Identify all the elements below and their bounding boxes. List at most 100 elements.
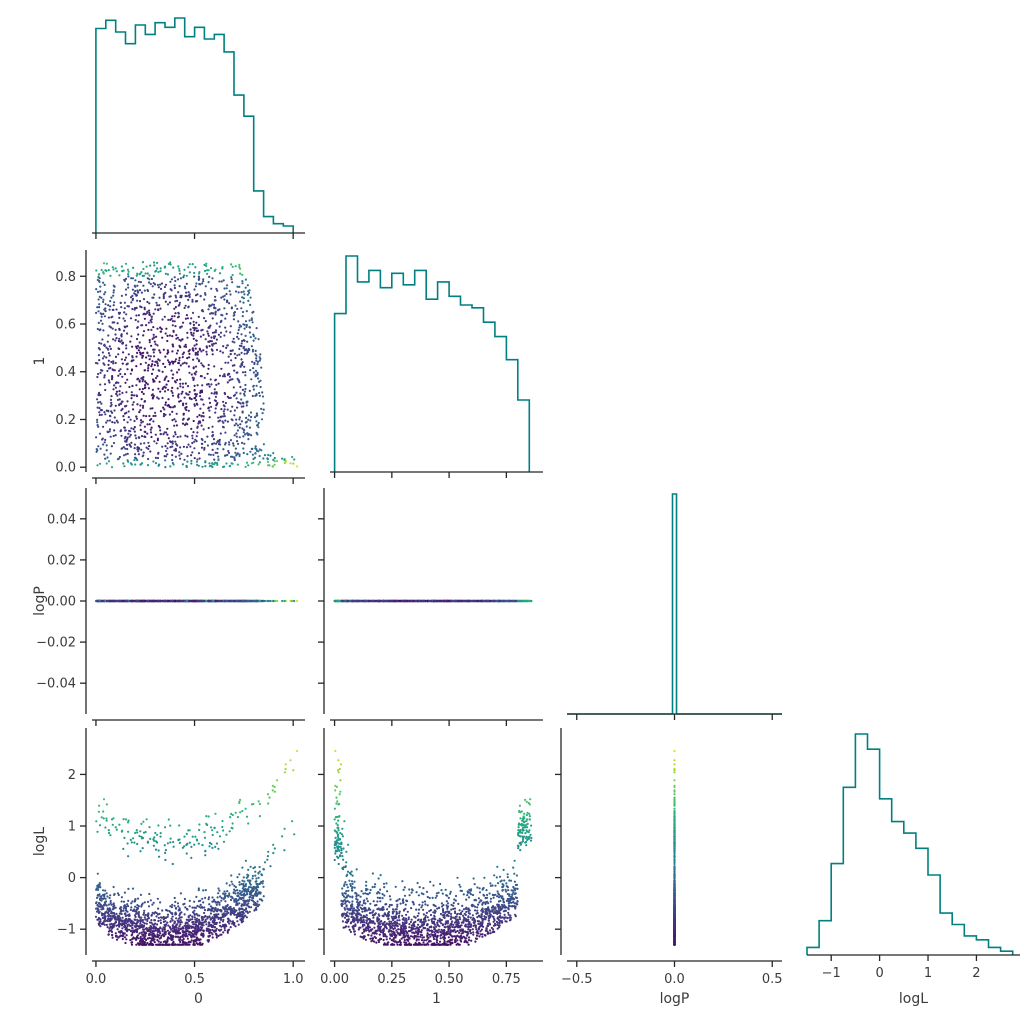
- scatter-point: [140, 448, 143, 451]
- scatter-point: [108, 419, 112, 422]
- scatter-point: [244, 286, 247, 289]
- scatter-point: [167, 318, 170, 321]
- scatter-point: [216, 447, 219, 450]
- scatter-point: [217, 416, 220, 419]
- scatter-point: [152, 333, 155, 336]
- scatter-point: [229, 352, 232, 356]
- scatter-point: [231, 265, 234, 268]
- scatter-point: [228, 443, 231, 446]
- scatter-point: [218, 374, 222, 377]
- scatter-point: [223, 294, 226, 297]
- scatter-point: [184, 343, 187, 346]
- scatter-point: [248, 319, 251, 322]
- scatter-point: [237, 442, 240, 445]
- scatter-point: [113, 301, 116, 304]
- scatter-point: [245, 352, 248, 355]
- scatter-point: [190, 331, 193, 334]
- scatter-point: [283, 458, 286, 461]
- scatter-point: [206, 435, 209, 438]
- scatter-point: [233, 424, 236, 427]
- scatter-point: [121, 375, 124, 378]
- scatter-point: [169, 446, 172, 449]
- scatter-point: [197, 323, 201, 327]
- scatter-point: [179, 294, 182, 297]
- scatter-point: [239, 267, 242, 270]
- scatter-point: [252, 339, 255, 342]
- scatter-point: [112, 289, 115, 292]
- scatter-point: [109, 415, 112, 418]
- scatter-0-vs-logP: [94, 599, 299, 603]
- scatter-point: [185, 465, 188, 469]
- scatter-point: [226, 420, 229, 423]
- scatter-point: [232, 444, 235, 447]
- scatter-point: [241, 315, 244, 318]
- scatter-point: [102, 443, 105, 446]
- scatter-point: [151, 407, 154, 410]
- scatter-point: [188, 271, 191, 274]
- scatter-point: [143, 306, 146, 309]
- scatter-point: [200, 446, 204, 449]
- scatter-point: [152, 351, 155, 354]
- y-tick-label: 0.00: [47, 595, 76, 610]
- scatter-point: [120, 294, 123, 297]
- scatter-point: [193, 397, 196, 400]
- scatter-point: [179, 364, 182, 367]
- scatter-point: [174, 455, 177, 458]
- scatter-point: [154, 270, 157, 273]
- scatter-point: [125, 440, 128, 443]
- scatter-point: [239, 365, 242, 368]
- scatter-point: [205, 350, 208, 353]
- scatter-point: [193, 447, 196, 450]
- scatter-point: [127, 460, 130, 463]
- scatter-point: [110, 401, 113, 404]
- scatter-point: [213, 388, 216, 391]
- scatter-point: [194, 351, 197, 355]
- scatter-point: [142, 392, 145, 395]
- scatter-point: [244, 320, 248, 323]
- scatter-point: [127, 353, 130, 356]
- scatter-point: [197, 275, 200, 278]
- scatter-point: [241, 388, 244, 391]
- scatter-point: [133, 284, 136, 287]
- scatter-point: [245, 404, 248, 407]
- scatter-point: [109, 452, 112, 455]
- scatter-point: [215, 348, 219, 351]
- scatter-point: [241, 364, 244, 367]
- scatter-point: [187, 266, 190, 269]
- scatter-point: [137, 349, 140, 352]
- scatter-point: [115, 270, 118, 273]
- scatter-point: [208, 462, 211, 465]
- scatter-point: [142, 599, 145, 603]
- scatter-point: [123, 426, 126, 429]
- scatter-point: [193, 271, 196, 275]
- scatter-point: [247, 438, 250, 441]
- scatter-point: [105, 421, 108, 424]
- scatter-point: [245, 323, 248, 327]
- scatter-point: [190, 398, 193, 401]
- scatter-point: [175, 337, 178, 340]
- scatter-point: [255, 412, 258, 415]
- scatter-point: [106, 419, 109, 422]
- scatter-point: [213, 365, 216, 368]
- scatter-point: [136, 284, 139, 287]
- scatter-point: [111, 327, 114, 330]
- scatter-point: [221, 351, 224, 354]
- scatter-point: [179, 599, 182, 603]
- scatter-point: [244, 433, 247, 436]
- scatter-point: [133, 443, 137, 446]
- scatter-point: [119, 385, 122, 388]
- scatter-point: [164, 403, 167, 406]
- scatter-point: [99, 447, 102, 450]
- scatter-point: [222, 465, 226, 468]
- scatter-point: [167, 388, 170, 391]
- scatter-point: [135, 457, 138, 460]
- scatter-point: [177, 291, 180, 294]
- scatter-point: [236, 371, 239, 374]
- scatter-point: [162, 599, 165, 603]
- scatter-point: [105, 449, 108, 452]
- scatter-point: [191, 441, 194, 445]
- scatter-point: [138, 341, 141, 344]
- scatter-point: [226, 381, 229, 384]
- scatter-point: [95, 288, 98, 291]
- scatter-point: [102, 329, 105, 332]
